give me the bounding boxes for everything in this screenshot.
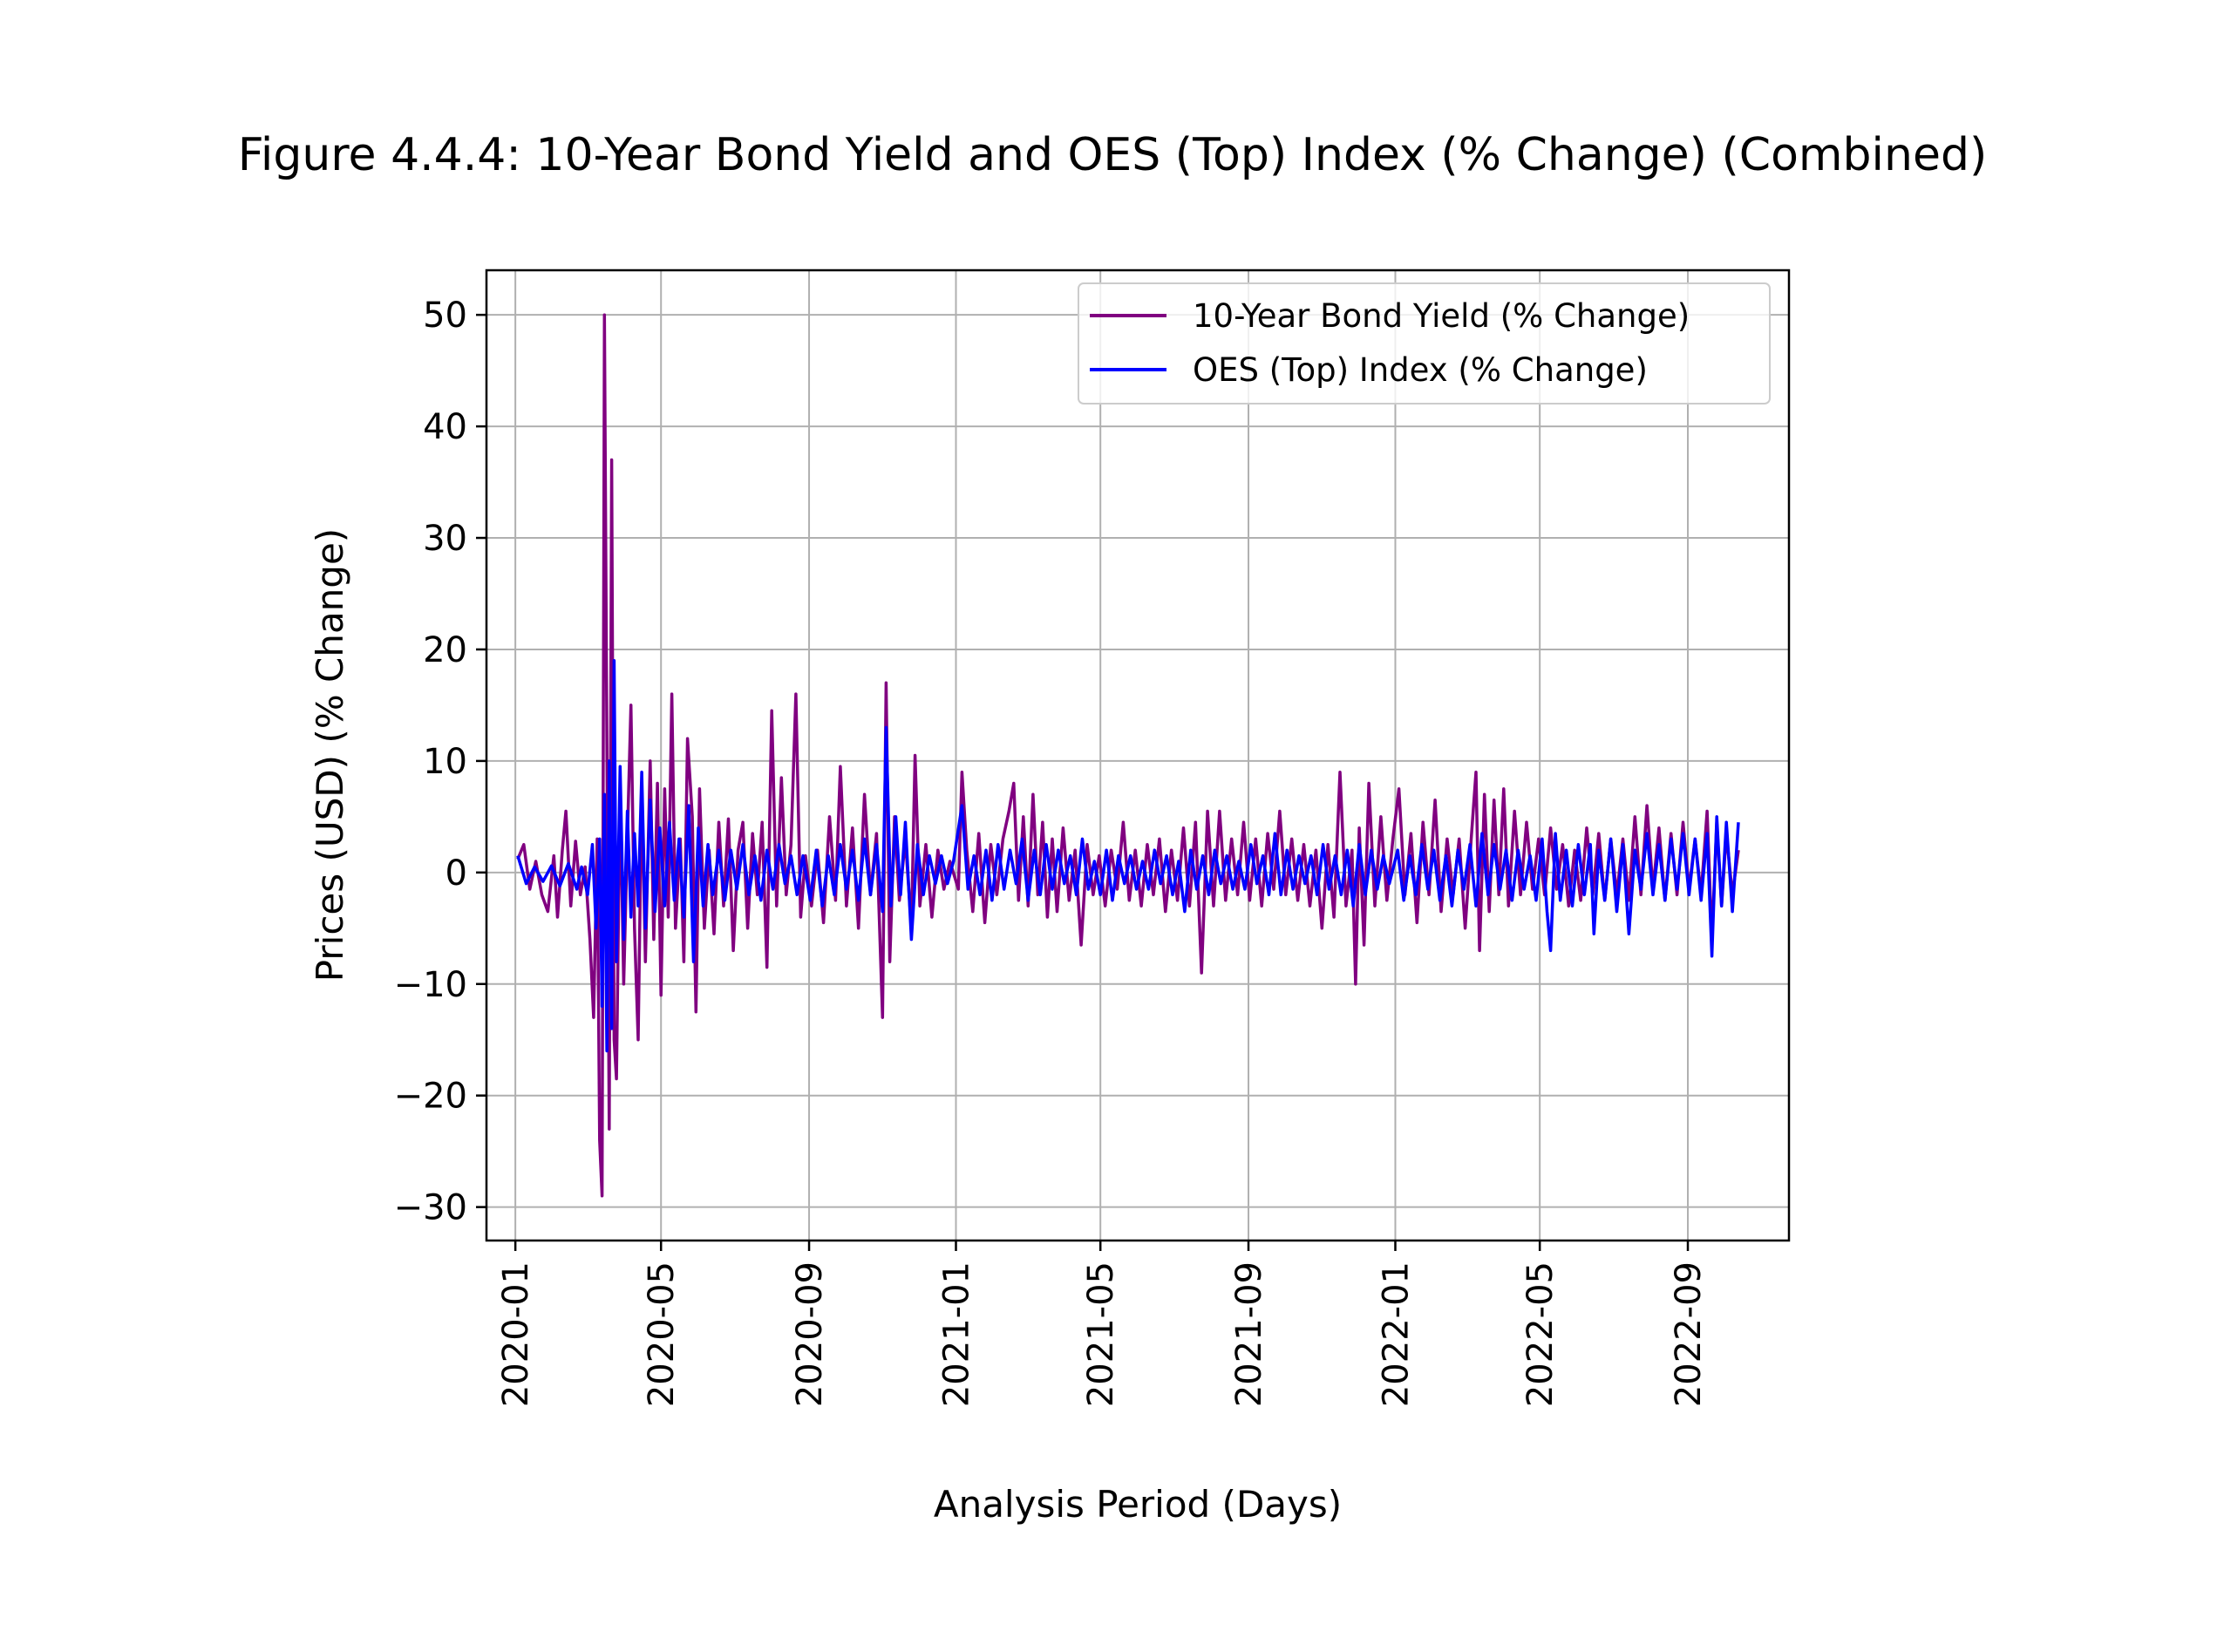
x-tick-label: 2021-09	[1229, 1261, 1269, 1407]
y-tick-label: 20	[423, 630, 467, 670]
y-tick-label: −10	[394, 965, 467, 1005]
y-tick-label: 40	[423, 407, 467, 447]
x-tick-label: 2022-05	[1520, 1261, 1561, 1407]
x-tick-label: 2020-05	[642, 1261, 682, 1407]
y-tick-label: −20	[394, 1077, 467, 1117]
y-axis-ticks: −30 −20 −10 0 10 20 30 40 50	[394, 296, 486, 1228]
y-tick-label: 50	[423, 296, 467, 336]
grid-lines	[486, 270, 1789, 1241]
series-line-0	[516, 313, 1740, 1198]
series-line-1	[516, 659, 1740, 1053]
x-tick-label: 2022-01	[1376, 1261, 1416, 1407]
legend-box	[1078, 282, 1771, 405]
x-tick-label: 2021-01	[937, 1261, 977, 1407]
legend-label-bond-yield: 10-Year Bond Yield (% Change)	[1193, 297, 1690, 335]
chart-title: Figure 4.4.4: 10-Year Bond Yield and OES…	[238, 129, 1987, 181]
x-tick-label: 2020-01	[496, 1261, 536, 1407]
x-tick-label: 2021-05	[1081, 1261, 1121, 1407]
legend-label-oes-index: OES (Top) Index (% Change)	[1193, 351, 1648, 389]
y-tick-label: 10	[423, 742, 467, 782]
legend: 10-Year Bond Yield (% Change) OES (Top) …	[1078, 282, 1771, 405]
y-axis-title: Prices (USD) (% Change)	[309, 528, 351, 982]
y-tick-label: −30	[394, 1188, 467, 1228]
x-axis-title: Analysis Period (Days)	[934, 1483, 1342, 1526]
series-lines	[516, 313, 1740, 1198]
x-tick-label: 2020-09	[790, 1261, 830, 1407]
plot-frame	[485, 269, 1791, 1242]
x-tick-label: 2022-09	[1669, 1261, 1709, 1407]
x-axis-ticks: 2020-01 2020-05 2020-09 2021-01 2021-05 2021-…	[496, 1241, 1709, 1407]
y-tick-label: 30	[423, 519, 467, 559]
y-tick-label: 0	[445, 853, 467, 894]
